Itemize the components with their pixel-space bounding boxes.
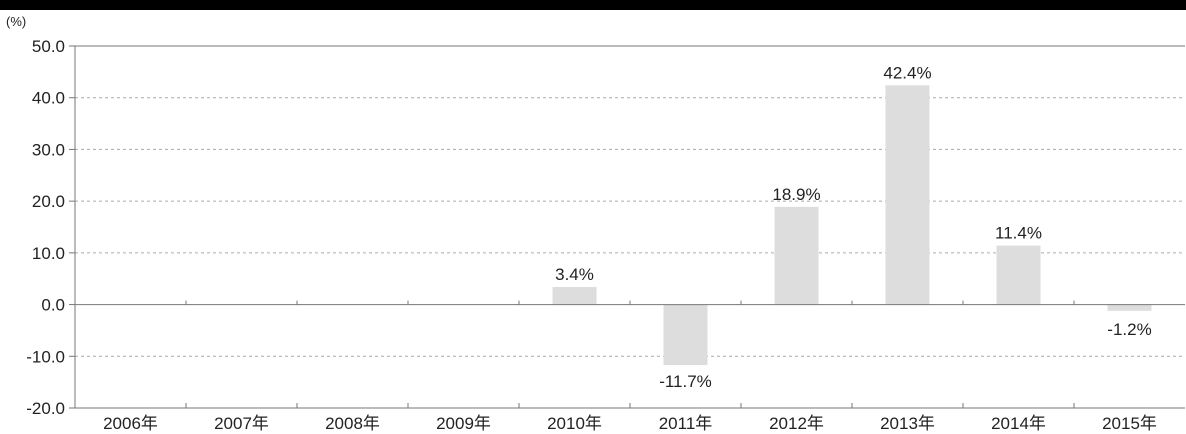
- bar-2011年: [663, 304, 708, 366]
- bar-2013年: [885, 85, 930, 305]
- x-category-label-0: 2006年: [103, 414, 158, 433]
- top-band: [0, 0, 1186, 10]
- data-label-2015年: -1.2%: [1107, 320, 1151, 339]
- y-tick-label-1: 40.0: [32, 89, 65, 108]
- x-category-label-2: 2008年: [325, 414, 380, 433]
- y-axis-unit-label: (%): [6, 14, 26, 29]
- data-label-2011年: -11.7%: [659, 372, 712, 391]
- x-category-label-6: 2012年: [769, 414, 824, 433]
- x-category-label-8: 2014年: [991, 414, 1046, 433]
- y-tick-label-4: 10.0: [32, 244, 65, 263]
- y-tick-label-5: 0.0: [41, 296, 65, 315]
- x-category-label-9: 2015年: [1102, 414, 1157, 433]
- y-tick-label-3: 20.0: [32, 192, 65, 211]
- data-label-2013年: 42.4%: [883, 63, 931, 82]
- bar-2010年: [552, 286, 597, 305]
- y-tick-label-0: 50.0: [32, 37, 65, 56]
- x-category-label-1: 2007年: [214, 414, 269, 433]
- bar-2012年: [774, 206, 819, 305]
- x-category-label-5: 2011年: [659, 414, 713, 433]
- x-category-label-4: 2010年: [547, 414, 602, 433]
- x-category-label-3: 2009年: [436, 414, 491, 433]
- data-label-2014年: 11.4%: [995, 224, 1042, 243]
- data-label-2012年: 18.9%: [772, 185, 820, 204]
- x-category-label-7: 2013年: [880, 414, 935, 433]
- bar-2015年: [1107, 304, 1152, 311]
- data-label-2010年: 3.4%: [555, 265, 594, 284]
- grid-layer: [75, 45, 1185, 357]
- bar-2014年: [996, 245, 1041, 305]
- y-tick-label-7: -20.0: [26, 399, 65, 418]
- label-layer: 50.0 40.0 30.0 20.0 10.0 0.0 -10.0 -20.0 2006年 20…: [26, 37, 1157, 433]
- y-tick-label-6: -10.0: [26, 347, 65, 366]
- y-tick-label-2: 30.0: [32, 140, 65, 159]
- axis-layer: [69, 45, 1185, 409]
- bar-layer: [552, 85, 1152, 366]
